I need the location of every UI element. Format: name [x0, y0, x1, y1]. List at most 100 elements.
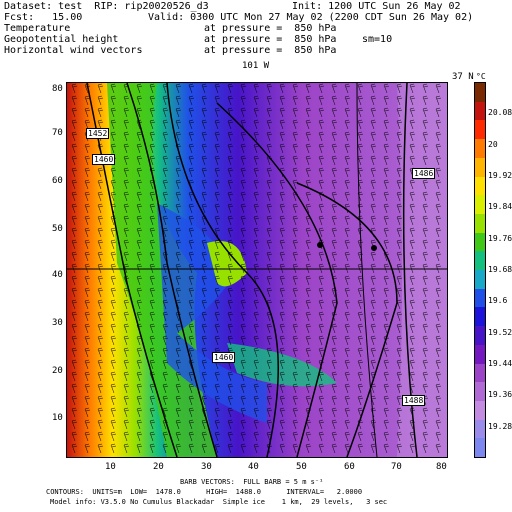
wind-barb — [110, 431, 117, 442]
wind-barb — [357, 431, 364, 442]
wind-barb — [279, 119, 286, 130]
colorbar-tick-label: 19.84 — [488, 202, 512, 212]
wind-barb — [71, 239, 78, 250]
wind-barb — [201, 203, 208, 214]
wind-barb — [305, 335, 312, 346]
wind-barb — [253, 419, 260, 430]
smoothing-label: sm=10 — [362, 34, 393, 45]
valid-time-label: Valid: 0300 UTC Mon 27 May 02 (2200 CDT … — [148, 12, 474, 23]
wind-barb — [162, 395, 169, 406]
wind-barb — [97, 263, 104, 274]
wind-barb — [370, 83, 377, 94]
wind-barb — [136, 371, 143, 382]
wind-barb — [422, 383, 429, 394]
wind-barb — [253, 395, 260, 406]
wind-barb — [305, 275, 312, 286]
wind-barb — [292, 191, 299, 202]
wind-barb — [266, 419, 273, 430]
wind-barb — [110, 335, 117, 346]
wind-barb — [279, 107, 286, 118]
wind-barb — [422, 131, 429, 142]
wind-barb — [136, 95, 143, 106]
wind-barb — [97, 359, 104, 370]
wind-barb — [253, 287, 260, 298]
wind-barb — [97, 275, 104, 286]
wind-barb — [357, 371, 364, 382]
wind-barb — [318, 191, 325, 202]
temperature-field — [67, 83, 447, 457]
wind-barb — [292, 215, 299, 226]
wind-barb — [162, 95, 169, 106]
wind-barb — [409, 227, 416, 238]
colorbar-swatch — [475, 83, 485, 103]
wind-barb — [188, 167, 195, 178]
wind-barb — [422, 191, 429, 202]
wind-barb — [123, 287, 130, 298]
wind-barb — [357, 407, 364, 418]
colorbar-swatch — [475, 195, 485, 215]
wind-barb — [253, 119, 260, 130]
wind-barb — [240, 299, 247, 310]
wind-barb — [201, 143, 208, 154]
wind-barb — [97, 335, 104, 346]
wind-barb — [292, 431, 299, 442]
wind-barb — [253, 107, 260, 118]
wind-barb — [175, 191, 182, 202]
wind-barb — [383, 275, 390, 286]
colorbar-swatch — [475, 382, 485, 402]
wind-barb — [253, 299, 260, 310]
wind-barb — [201, 311, 208, 322]
colorbar-unit: °C — [476, 72, 486, 81]
wind-barb — [84, 263, 91, 274]
wind-barb — [344, 131, 351, 142]
wind-barb — [162, 107, 169, 118]
wind-barb — [123, 239, 130, 250]
wind-barb — [409, 431, 416, 442]
wind-barb — [240, 251, 247, 262]
wind-barb — [435, 371, 442, 382]
wind-barb — [331, 287, 338, 298]
wind-barb — [71, 263, 78, 274]
wind-barb — [396, 323, 403, 334]
wind-barb — [344, 431, 351, 442]
wind-barb — [331, 299, 338, 310]
wind-barb — [162, 299, 169, 310]
wind-barb — [123, 431, 130, 442]
wind-barb — [396, 419, 403, 430]
wind-barb — [71, 203, 78, 214]
wind-barb — [110, 311, 117, 322]
wind-barb — [97, 347, 104, 358]
wind-barb — [344, 143, 351, 154]
wind-barb — [149, 311, 156, 322]
wind-barb — [279, 275, 286, 286]
wind-barb — [435, 347, 442, 358]
wind-barb — [84, 443, 91, 454]
y-tick-label: 20 — [52, 366, 63, 376]
colorbar-swatch — [475, 120, 485, 140]
wind-barb — [253, 359, 260, 370]
wind-barb — [240, 443, 247, 454]
wind-barb — [435, 191, 442, 202]
wind-barb — [240, 263, 247, 274]
wind-barb — [188, 227, 195, 238]
wind-barb — [370, 167, 377, 178]
wind-barb — [357, 299, 364, 310]
wind-barb — [383, 359, 390, 370]
wind-barb — [97, 239, 104, 250]
wind-barb — [201, 419, 208, 430]
colorbar-swatch — [475, 157, 485, 177]
wind-barb — [370, 371, 377, 382]
wind-barb — [188, 119, 195, 130]
wind-barb — [162, 371, 169, 382]
wind-barb — [331, 359, 338, 370]
wind-barb — [292, 443, 299, 454]
field-height-label: Geopotential height — [4, 34, 119, 45]
wind-barb — [214, 395, 221, 406]
wind-barb — [344, 419, 351, 430]
wind-barb — [162, 335, 169, 346]
wind-barb — [136, 299, 143, 310]
wind-barb — [370, 347, 377, 358]
wind-barb — [318, 95, 325, 106]
wind-barb — [396, 215, 403, 226]
wind-barb — [227, 383, 234, 394]
